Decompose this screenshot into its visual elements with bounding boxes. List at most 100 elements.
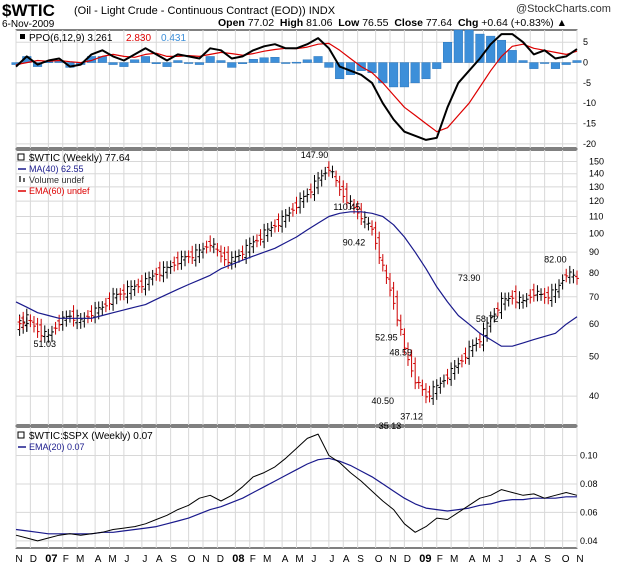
price-annotation: 51.03 [34,339,57,349]
price-annotation: 73.90 [458,273,481,283]
legend-swatch-icon [20,34,25,39]
ppo-histogram-bar [561,62,571,65]
ppo-histogram-bar [259,57,269,63]
price-tick-label: 140 [589,169,604,179]
x-axis-month-label: M [295,554,303,565]
ppo-legend-signal: 2.830 [126,33,151,44]
close-value: 77.64 [425,17,453,29]
x-axis-month-label: A [343,554,350,565]
ppo-histogram-bar [518,60,528,63]
chg-label: Chg [457,17,479,29]
ratio-tick-label: 0.04 [580,536,598,546]
x-axis-month-label: O [375,554,383,565]
price-legend-title: $WTIC (Weekly) 77.64 [29,153,130,164]
ppo-tick-label: 0 [583,58,588,68]
x-axis-month-label: S [357,554,364,565]
ppo-histogram-bar [108,62,118,65]
ppo-histogram-bar [162,62,172,67]
high-label: High [279,17,304,29]
ppo-histogram-bar [205,56,215,63]
chart-date: 6-Nov-2009 [2,19,55,30]
chg-value: +0.64 (+0.83%) [481,17,554,29]
price-tick-label: 70 [589,292,599,302]
ratio-tick-label: 0.08 [580,479,598,489]
x-axis-month-label: A [469,554,476,565]
ppo-histogram-bar [248,59,258,63]
x-axis-month-label: J [311,554,316,565]
ppo-histogram-bar [130,59,140,63]
price-tick-label: 90 [589,247,599,257]
ppo-histogram-bar [550,62,560,69]
x-axis-month-label: 07 [45,553,57,565]
ppo-histogram-bar [529,62,539,69]
ppo-tick-label: -15 [583,119,596,129]
ratio-tick-label: 0.06 [580,507,598,517]
ppo-histogram-bar [399,62,409,88]
close-label: Close [394,17,423,29]
x-axis-month-label: J [124,554,129,565]
ppo-histogram-bar [151,62,161,64]
x-axis-month-label: F [437,554,443,565]
x-axis-month-label: A [530,554,537,565]
x-axis-month-label: J [142,554,147,565]
ppo-histogram-bar [453,29,463,63]
ppo-histogram-bar [173,60,183,63]
x-axis-month-label: S [544,554,551,565]
instrument-name: (Oil - Light Crude - Continuous Contract… [74,5,335,17]
low-label: Low [338,17,360,29]
price-annotation: 48.59 [390,348,413,358]
ppo-line [15,33,578,141]
quote-summary: Open 77.02 High 81.06 Low 76.55 Close 77… [218,17,567,29]
ppo-histogram-bar [464,29,474,63]
x-axis-month-label: N [576,554,583,565]
ratio-ema-legend-label: EMA(20) 0.07 [29,442,85,452]
ppo-histogram-bar [227,62,237,68]
symbol-title: $WTIC [2,1,55,20]
ppo-histogram-bar [572,60,582,63]
price-tick-label: 80 [589,268,599,278]
instrument-full-name: (Oil - Light Crude - Continuous Contract… [74,5,306,17]
price-tick-label: 150 [589,156,604,166]
ppo-histogram-bar [184,62,194,64]
price-annotation: 35.13 [379,421,402,431]
price-tick-label: 60 [589,319,599,329]
x-axis-month-label: J [329,554,334,565]
ppo-histogram-bar [443,42,453,63]
x-axis-month-label: S [170,554,177,565]
ratio-legend-icon [17,431,25,439]
open-label: Open [218,17,245,29]
price-annotation: 37.12 [400,411,423,421]
x-axis-month-label: 09 [419,553,431,565]
price-tick-label: 120 [589,196,604,206]
price-legend-icon [17,153,25,161]
x-axis-month-label: M [263,554,271,565]
ppo-histogram-bar [194,62,204,65]
ppo-histogram-bar [291,61,302,64]
open-value: 77.02 [247,17,275,29]
ppo-histogram-bar [281,62,291,64]
ppo-tick-label: 5 [583,37,588,47]
price-annotation: 40.50 [372,396,395,406]
ma40-line [15,211,578,347]
price-annotation: 147.90 [301,150,329,160]
ppo-legend-title: PPO(6,12,9) 3.261 [29,33,113,44]
ppo-histogram-bar [335,62,345,80]
ppo-histogram-bar [389,62,399,88]
ema-legend-label: EMA(60) undef [29,186,90,196]
x-axis-month-label: 08 [232,553,244,565]
ratio-line [15,433,578,542]
ppo-histogram-bar [540,62,550,64]
x-axis-month-label: N [202,554,209,565]
ppo-histogram-bar [324,62,334,68]
ratio-tick-label: 0.10 [580,450,598,460]
ppo-histogram-bar [119,62,129,67]
x-axis-month-label: J [498,554,503,565]
x-axis-month-label: D [404,554,411,565]
ppo-tick-label: -10 [583,98,596,108]
price-annotation: 58.72 [476,314,499,324]
price-tick-label: 100 [589,228,604,238]
ppo-histogram-bar [432,62,442,69]
x-axis-month-label: M [482,554,490,565]
